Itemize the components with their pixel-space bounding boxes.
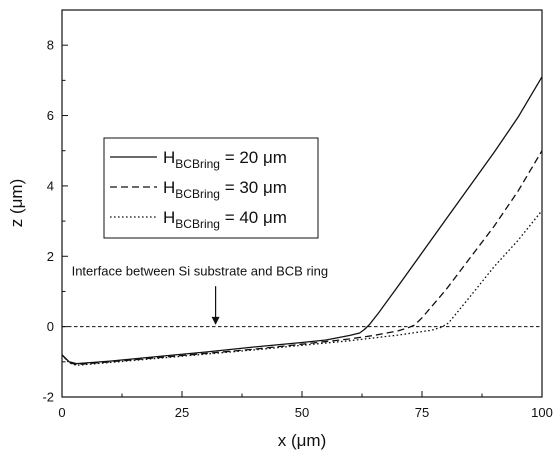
legend-box <box>103 137 319 239</box>
legend-label-1: HBCBring = 20 μm <box>163 148 287 171</box>
tick-labels: 0 25 50 75 100 -2 0 2 4 6 8 <box>42 38 552 420</box>
x-tick-label: 50 <box>295 405 309 420</box>
y-tick-label: 6 <box>47 108 54 123</box>
x-tick-label: 0 <box>58 405 65 420</box>
y-tick-label: 0 <box>47 319 54 334</box>
legend-label-2: HBCBring = 30 μm <box>163 178 287 201</box>
legend: HBCBring = 20 μm HBCBring = 30 μm HBCBring… <box>103 137 319 239</box>
y-tick-label: 8 <box>47 38 54 53</box>
annotation-layer: Interface between Si substrate and BCB r… <box>72 264 329 325</box>
series-line-3 <box>61 210 543 366</box>
interface-annotation: Interface between Si substrate and BCB r… <box>72 264 329 279</box>
series-line-2 <box>61 150 543 366</box>
annotation-arrow-head <box>211 316 220 325</box>
x-tick-label: 100 <box>531 405 553 420</box>
x-axis-label: x (μm) <box>278 431 327 450</box>
series-line-1 <box>61 76 543 365</box>
y-tick-label: 2 <box>47 249 54 264</box>
y-tick-label: -2 <box>42 390 54 405</box>
plot-frame <box>61 9 543 398</box>
series-layer <box>61 76 543 366</box>
y-tick-label: 4 <box>47 178 54 193</box>
x-tick-label: 75 <box>415 405 429 420</box>
x-tick-label: 25 <box>175 405 189 420</box>
legend-label-3: HBCBring = 40 μm <box>163 208 287 231</box>
y-axis-label: z (μm) <box>7 179 26 228</box>
